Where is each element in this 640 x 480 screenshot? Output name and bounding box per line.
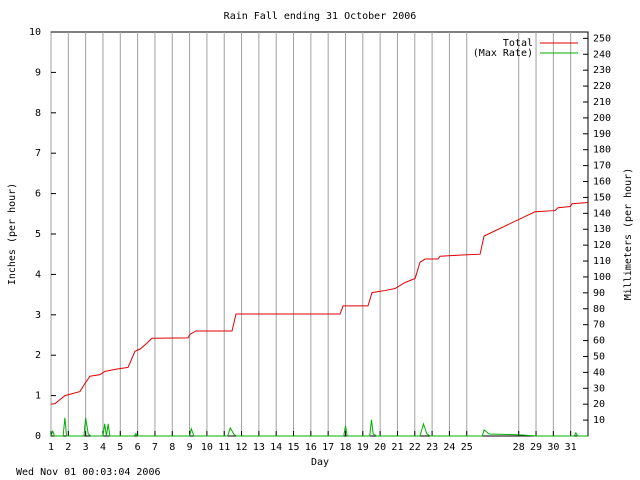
x-tick-label: 12 [236,442,248,453]
y2-tick-label: 110 [593,256,611,267]
y2-tick-label: 70 [593,320,605,331]
y2-tick-label: 60 [593,336,605,347]
y2-tick-label: 140 [593,208,611,219]
x-tick-label: 15 [287,442,299,453]
x-tick-label: 8 [169,442,175,453]
x-tick-label: 2 [65,442,71,453]
y-tick-label: 6 [35,189,41,200]
y2-tick-label: 240 [593,49,611,60]
y2-tick-label: 180 [593,145,611,156]
y-tick-label: 10 [29,27,41,38]
y2-tick-label: 160 [593,177,611,188]
x-tick-label: 28 [513,442,525,453]
y2-tick-label: 210 [593,97,611,108]
x-tick-label: 22 [409,442,421,453]
legend-label: Total [503,38,533,49]
x-tick-label: 3 [83,442,89,453]
y2-tick-label: 150 [593,192,611,203]
y-tick-label: 3 [35,310,41,321]
x-tick-label: 5 [117,442,123,453]
x-tick-label: 20 [374,442,386,453]
y-tick-label: 1 [35,391,41,402]
x-tick-label: 4 [100,442,106,453]
y2-tick-label: 220 [593,81,611,92]
y2-tick-label: 230 [593,65,611,76]
y2-tick-label: 130 [593,224,611,235]
y2-tick-label: 20 [593,399,605,410]
y2-axis-label: Millimeters (per hour) [623,168,634,300]
y2-tick-label: 170 [593,161,611,172]
y-tick-label: 4 [35,269,41,280]
y-tick-label: 8 [35,108,41,119]
y-tick-label: 0 [35,431,41,442]
x-tick-label: 17 [322,442,334,453]
y2-tick-label: 80 [593,304,605,315]
x-axis-label: Day [311,457,329,468]
y2-tick-label: 100 [593,272,611,283]
x-tick-label: 25 [461,442,473,453]
y-axis-label: Inches (per hour) [7,183,18,285]
legend-label: (Max Rate) [473,48,533,59]
y2-tick-label: 50 [593,351,605,362]
x-tick-label: 7 [152,442,158,453]
y2-tick-label: 10 [593,415,605,426]
x-tick-label: 24 [443,442,455,453]
y2-tick-label: 250 [593,33,611,44]
y-tick-label: 2 [35,350,41,361]
y-tick-label: 5 [35,229,41,240]
x-tick-label: 9 [187,442,193,453]
x-tick-label: 14 [270,442,282,453]
plot-frame [50,31,589,437]
x-tick-label: 29 [530,442,542,453]
x-tick-label: 16 [305,442,317,453]
x-tick-label: 6 [135,442,141,453]
x-tick-label: 13 [253,442,265,453]
y-tick-label: 7 [35,148,41,159]
y2-tick-label: 190 [593,129,611,140]
y2-tick-label: 30 [593,383,605,394]
y2-tick-label: 200 [593,113,611,124]
x-tick-label: 18 [339,442,351,453]
timestamp: Wed Nov 01 00:03:04 2006 [16,467,161,478]
x-tick-label: 11 [218,442,230,453]
series-line [50,201,589,405]
x-tick-label: 19 [357,442,369,453]
x-tick-label: 23 [426,442,438,453]
y2-tick-label: 40 [593,367,605,378]
x-tick-label: 31 [565,442,577,453]
x-tick-label: 30 [547,442,559,453]
y-tick-label: 9 [35,67,41,78]
x-tick-label: 1 [48,442,54,453]
y2-tick-label: 90 [593,288,605,299]
series-line [50,417,588,437]
y2-tick-label: 120 [593,240,611,251]
x-tick-label: 21 [391,442,403,453]
x-tick-label: 10 [201,442,213,453]
chart-title: Rain Fall ending 31 October 2006 [224,11,417,22]
